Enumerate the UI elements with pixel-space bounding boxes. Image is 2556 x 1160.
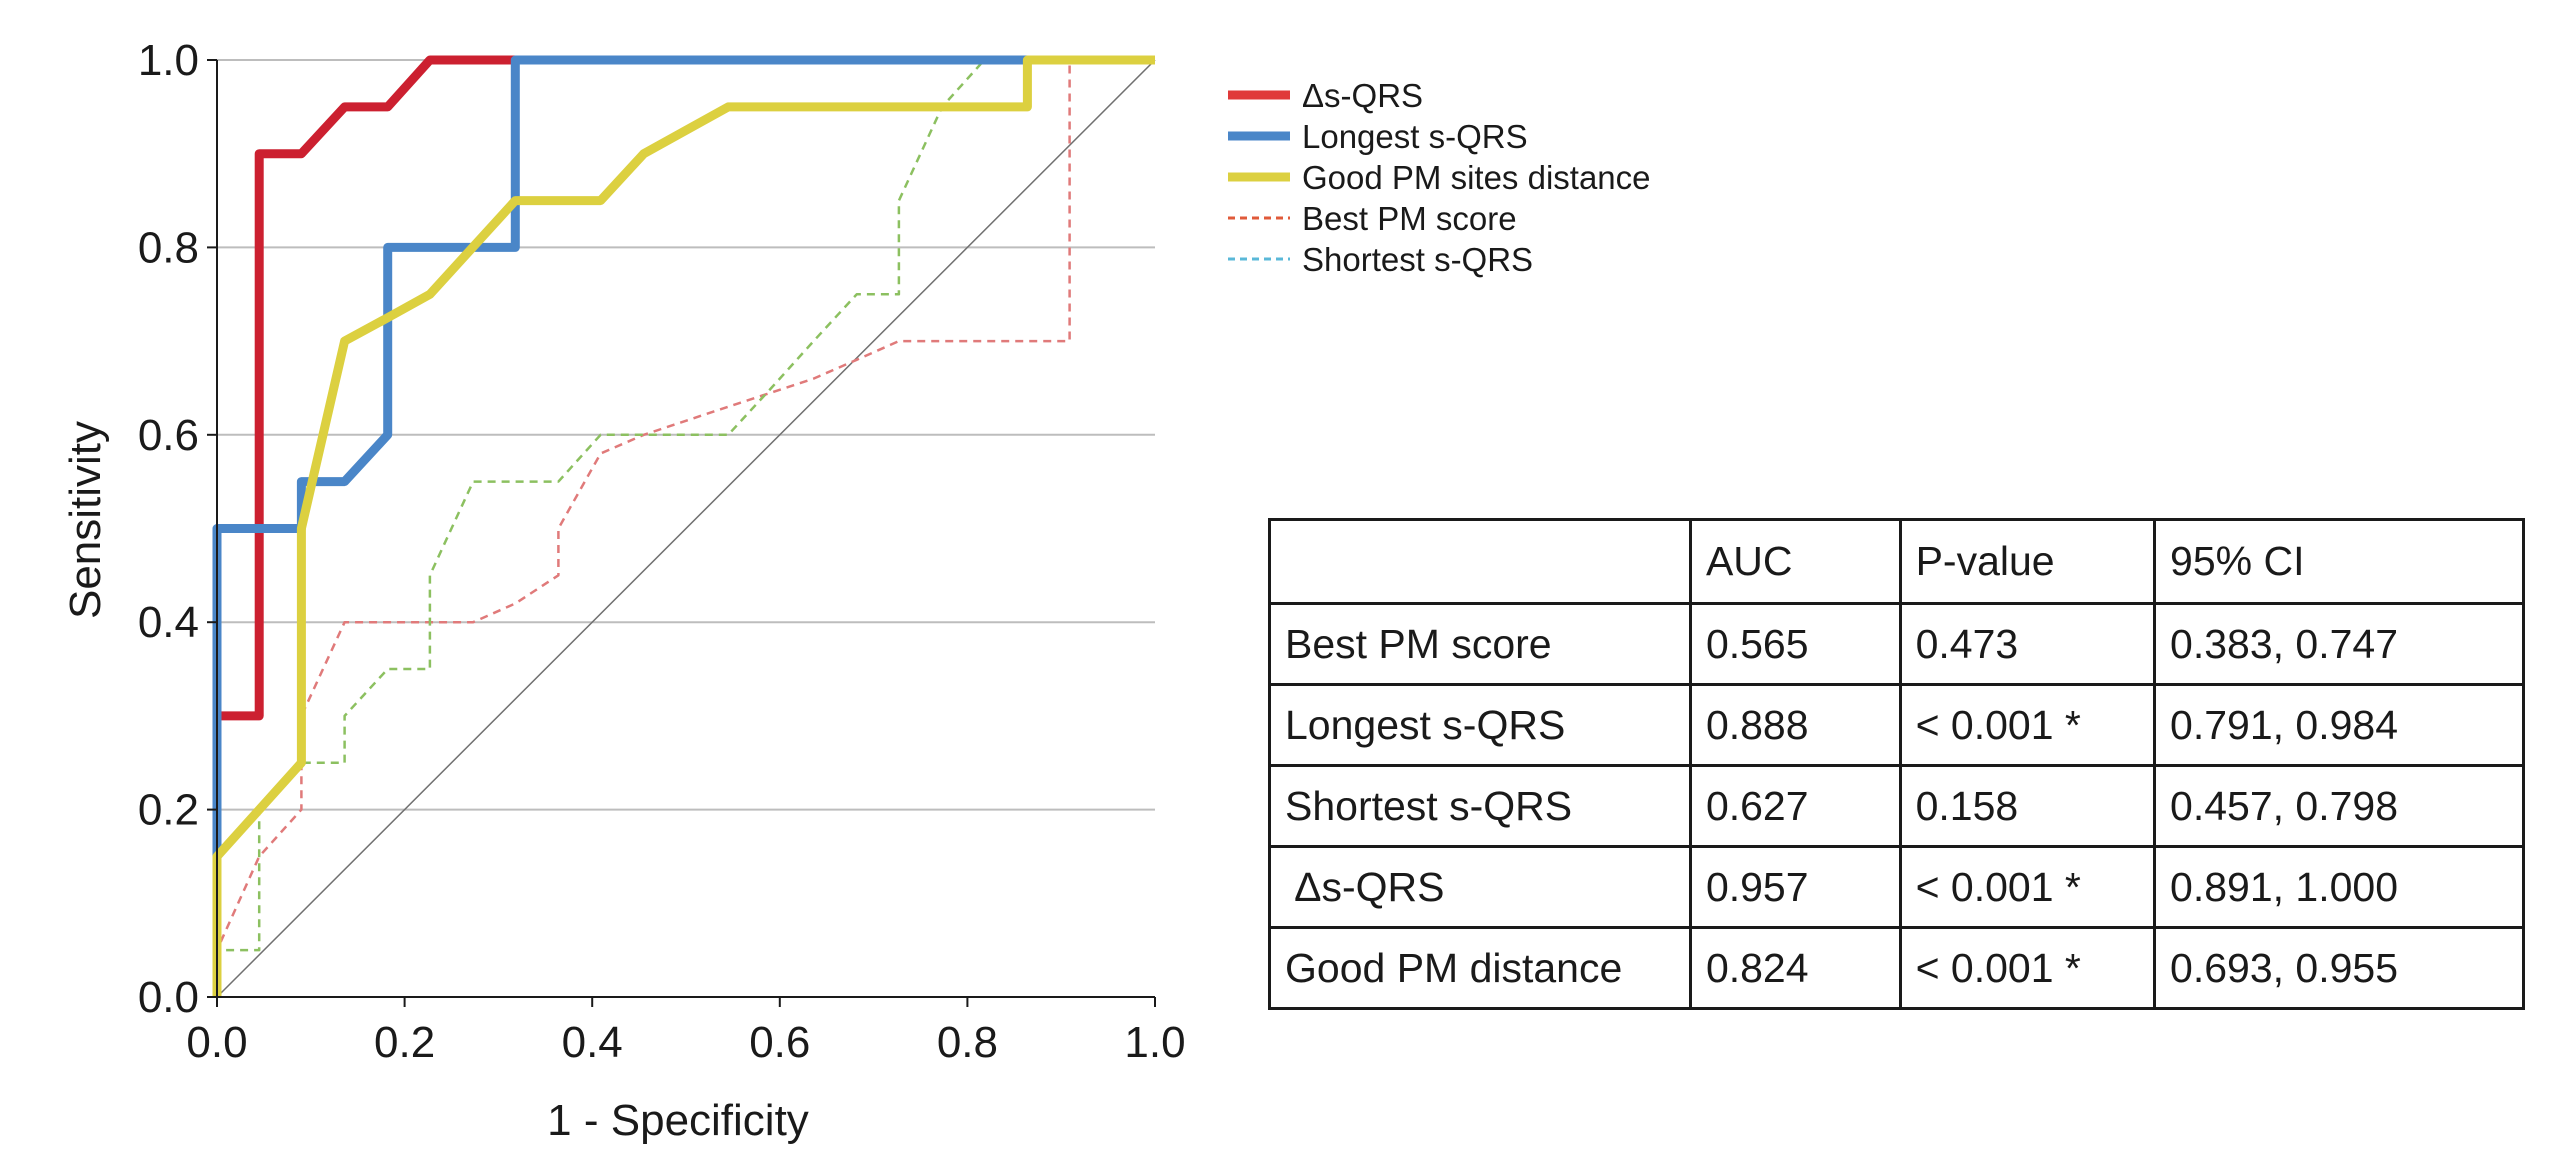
roc-curve-best-pm-score [215, 58, 1155, 997]
y-tick-label: 0.8 [138, 223, 199, 272]
table-cell: 0.457, 0.798 [2153, 764, 2525, 848]
x-tick-label: 0.8 [937, 1018, 998, 1067]
legend-label: Good PM sites distance [1302, 159, 1651, 196]
auc-table: AUC P-value 95% CI Best PM score 0.565 0… [1268, 518, 2525, 1010]
x-tick-label: 0.4 [562, 1018, 623, 1067]
roc-curve-s-qrs [212, 55, 1155, 997]
x-tick-label: 0.0 [186, 1018, 247, 1067]
y-tick-label: 0.6 [138, 411, 199, 460]
table-cell: 0.565 [1688, 602, 1902, 686]
table-cell: 0.383, 0.747 [2153, 602, 2525, 686]
table-cell: 0.627 [1688, 764, 1902, 848]
legend: Δs-QRS Longest s-QRS Good PM sites distanc… [1228, 77, 1651, 278]
table-cell: 0.693, 0.955 [2153, 926, 2525, 1010]
legend-label: Shortest s-QRS [1302, 241, 1533, 278]
table-cell: Best PM score [1268, 602, 1692, 686]
table-cell: 0.957 [1688, 845, 1902, 929]
axes [216, 60, 1155, 998]
x-tick-label: 0.2 [374, 1018, 435, 1067]
legend-label: Δs-QRS [1302, 77, 1423, 114]
table-row: Shortest s-QRS 0.627 0.158 0.457, 0.798 [1268, 764, 2525, 848]
table-header-row: AUC P-value 95% CI [1268, 518, 2525, 605]
diagonal-reference-line [216, 59, 1156, 998]
y-tick-label: 1.0 [138, 36, 199, 85]
table-header-cell: AUC [1688, 518, 1902, 605]
x-axis-title: 1 - Specificity [547, 1096, 809, 1145]
table-cell: 0.888 [1688, 683, 1902, 767]
table-cell: 0.473 [1898, 602, 2157, 686]
table-cell: Longest s-QRS [1268, 683, 1692, 767]
y-axis-title: Sensitivity [61, 421, 110, 619]
roc-curve-good-pm-sites-distance [212, 55, 1155, 997]
table-cell: Good PM distance [1268, 926, 1692, 1010]
table-cell: 0.824 [1688, 926, 1902, 1010]
table-row: Longest s-QRS 0.888 < 0.001 * 0.791, 0.9… [1268, 683, 2525, 767]
table-header-cell: P-value [1898, 518, 2157, 605]
table-cell: Δs-QRS [1268, 845, 1692, 929]
table-row: Good PM distance 0.824 < 0.001 * 0.693, … [1268, 926, 2525, 1010]
x-tick-label: 0.6 [749, 1018, 810, 1067]
roc-curves [212, 55, 1155, 997]
table-cell: 0.791, 0.984 [2153, 683, 2525, 767]
table-cell: < 0.001 * [1898, 683, 2157, 767]
table-cell: Shortest s-QRS [1268, 764, 1692, 848]
x-tick-label: 1.0 [1124, 1018, 1185, 1067]
table-header-cell: 95% CI [2153, 518, 2525, 605]
roc-curve-shortest-s-qrs [215, 58, 1155, 997]
legend-label: Longest s-QRS [1302, 118, 1528, 155]
table-cell: < 0.001 * [1898, 845, 2157, 929]
y-tick-label: 0.4 [138, 598, 199, 647]
table-row: Best PM score 0.565 0.473 0.383, 0.747 [1268, 602, 2525, 686]
table-header-cell [1268, 518, 1692, 605]
reference-line [216, 59, 1156, 998]
y-tick-label: 0.2 [138, 786, 199, 835]
legend-label: Best PM score [1302, 200, 1517, 237]
table-cell: < 0.001 * [1898, 926, 2157, 1010]
roc-curve-longest-s-qrs [212, 55, 1155, 997]
tick-labels: 0.0 0.2 0.4 0.6 0.8 1.0 0.0 0.2 0.4 0.6 0.8 1.0 [138, 36, 1186, 1067]
table-cell: 0.158 [1898, 764, 2157, 848]
table-row: Δs-QRS 0.957 < 0.001 * 0.891, 1.000 [1268, 845, 2525, 929]
y-tick-label: 0.0 [138, 973, 199, 1022]
table-cell: 0.891, 1.000 [2153, 845, 2525, 929]
